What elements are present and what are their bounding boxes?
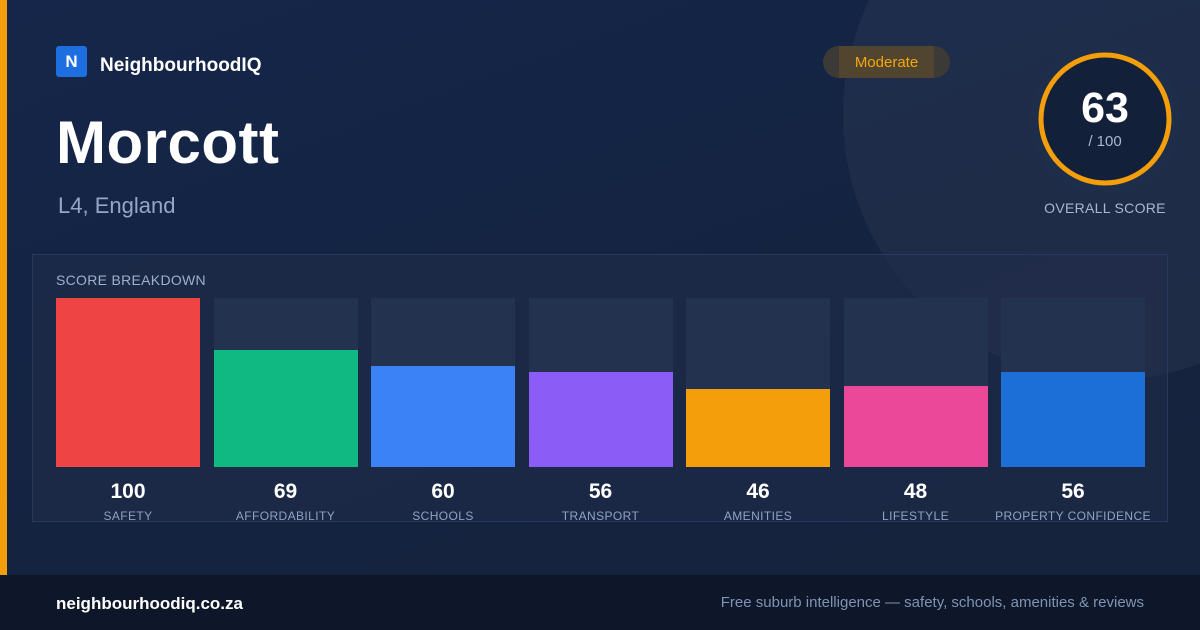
bar-track <box>371 298 515 467</box>
accent-bar <box>0 0 7 575</box>
overall-score-ring: 63 / 100 <box>1028 42 1182 196</box>
bar-label: PROPERTY CONFIDENCE <box>995 509 1151 523</box>
breakdown-title: SCORE BREAKDOWN <box>56 272 206 288</box>
bar-fill <box>528 372 673 467</box>
bar-fill <box>213 350 358 467</box>
brand: N NeighbourhoodIQ <box>56 46 261 77</box>
breakdown-bars: 100 SAFETY 69 AFFORDABILITY 60 SCHOOLS 56 TRANS… <box>33 255 1167 523</box>
bar-track <box>56 298 200 467</box>
bar-value: 46 <box>746 480 770 503</box>
score-ring-track <box>1038 52 1172 186</box>
score-ring-graphic <box>1029 43 1181 195</box>
bar-label: LIFESTYLE <box>882 509 949 523</box>
score-breakdown-panel: SCORE BREAKDOWN 100 SAFETY 69 AFFORDABILITY… <box>32 254 1168 523</box>
overall-score-label: OVERALL SCORE <box>1044 200 1166 216</box>
brand-name: NeighbourhoodIQ <box>100 54 262 76</box>
bar-value: 60 <box>431 480 455 503</box>
bar-label: AFFORDABILITY <box>235 509 336 523</box>
bar-fill <box>843 386 988 467</box>
bar-track <box>213 298 358 467</box>
bar-fill <box>371 366 515 467</box>
bar-label: AMENITIES <box>723 509 793 523</box>
bar-fill <box>686 389 830 467</box>
brand-logo-icon: N <box>56 46 87 77</box>
bar-track <box>528 298 673 467</box>
rating-badge: Moderate <box>823 46 950 78</box>
bar-label: SAFETY <box>103 509 153 523</box>
rating-badge-label: Moderate <box>854 53 919 71</box>
bar-fill <box>56 298 200 467</box>
bar-fill <box>1001 372 1145 467</box>
bar-value: 56 <box>588 480 613 503</box>
bar-track <box>686 298 830 467</box>
bar-label: SCHOOLS <box>412 509 474 523</box>
bar-value: 48 <box>903 480 928 503</box>
bar-value: 69 <box>273 480 298 503</box>
footer: neighbourhoodiq.co.za Free suburb intell… <box>0 575 1200 630</box>
overall-score-value: 63 <box>1081 84 1129 132</box>
bar-label: TRANSPORT <box>561 509 640 523</box>
bar-value: 56 <box>1061 480 1085 503</box>
share-card: N NeighbourhoodIQ Moderate Morcott L4, E… <box>0 0 1200 575</box>
bar-track <box>843 298 988 467</box>
bar-value: 100 <box>110 480 146 503</box>
bar-track <box>1001 298 1145 467</box>
footer-tagline: Free suburb intelligence — safety, schoo… <box>720 594 1144 611</box>
suburb-location: L4, England <box>58 193 176 218</box>
footer-url[interactable]: neighbourhoodiq.co.za <box>56 594 243 613</box>
overall-score-max: / 100 <box>1088 133 1122 150</box>
suburb-title: Morcott <box>56 109 280 176</box>
